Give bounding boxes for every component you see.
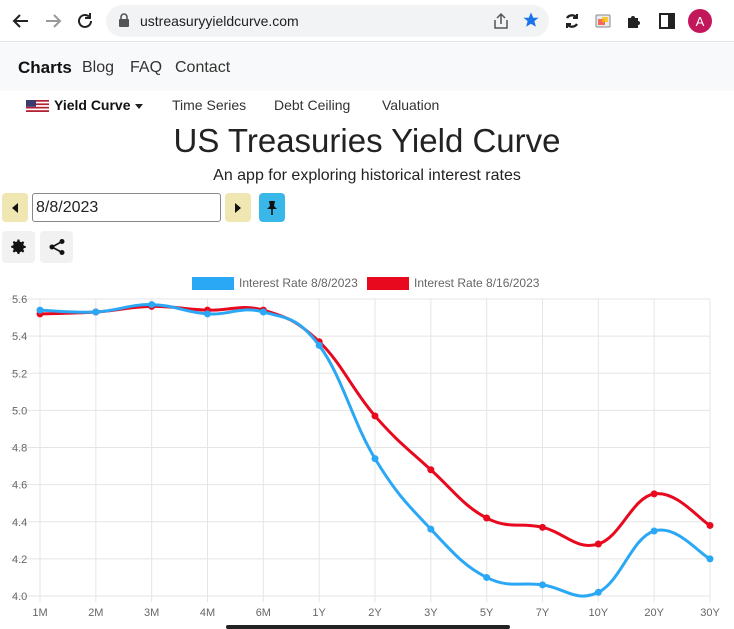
- y-tick-label: 4.2: [12, 554, 27, 566]
- x-tick-label: 4M: [200, 607, 215, 619]
- caret-right-icon: [235, 202, 241, 213]
- x-tick-label: 20Y: [644, 607, 664, 619]
- tab-valuation[interactable]: Valuation: [382, 97, 440, 113]
- share-button[interactable]: [40, 231, 73, 263]
- date-input[interactable]: [32, 193, 221, 222]
- horizontal-scrollbar[interactable]: [226, 625, 510, 629]
- x-tick-label: 3M: [144, 607, 159, 619]
- forward-icon[interactable]: [40, 8, 66, 34]
- y-tick-label: 4.0: [12, 591, 27, 603]
- y-tick-label: 5.0: [12, 405, 27, 417]
- next-date-button[interactable]: [225, 193, 251, 222]
- y-tick-label: 4.4: [12, 517, 27, 529]
- x-tick-label: 2M: [88, 607, 103, 619]
- profile-avatar[interactable]: A: [688, 9, 712, 33]
- us-flag-icon: [26, 99, 49, 112]
- data-point: [650, 490, 658, 498]
- gear-icon: [10, 239, 26, 255]
- site-navbar: Charts Blog FAQ Contact: [0, 43, 734, 91]
- y-tick-label: 4.8: [12, 443, 27, 455]
- page-subtitle: An app for exploring historical interest…: [213, 167, 521, 184]
- pin-icon: [267, 200, 277, 215]
- nav-link-faq[interactable]: FAQ: [130, 59, 163, 76]
- side-panel-icon[interactable]: [655, 9, 679, 33]
- data-point: [706, 521, 714, 529]
- reload-icon[interactable]: [72, 8, 98, 34]
- legend-label: Interest Rate 8/8/2023: [239, 276, 358, 290]
- tab-yield-curve-label: Yield Curve: [54, 97, 131, 113]
- y-tick-label: 4.6: [12, 480, 27, 492]
- x-tick-label: 1M: [32, 607, 47, 619]
- y-tick-label: 5.6: [12, 294, 27, 306]
- previous-date-button[interactable]: [2, 193, 28, 222]
- data-point: [594, 540, 602, 548]
- nav-link-blog[interactable]: Blog: [82, 59, 115, 76]
- data-point: [706, 555, 714, 563]
- y-tick-label: 5.2: [12, 368, 27, 380]
- nav-link-contact[interactable]: Contact: [175, 59, 231, 76]
- lock-icon[interactable]: [118, 13, 130, 33]
- data-point: [204, 310, 211, 318]
- yield-curve-chart[interactable]: 4.0 4.2 4.4 4.6 4.8 5.0 5.2 5.4 5.6 1M 2M 3M 4M 6M 1Y 2…: [0, 290, 734, 626]
- data-point: [483, 573, 491, 581]
- legend-swatch: [192, 276, 234, 290]
- address-bar[interactable]: ustreasuryyieldcurve.com: [106, 5, 549, 37]
- series-line-2: [39, 304, 711, 547]
- y-tick-label: 5.4: [12, 331, 27, 343]
- share-page-icon[interactable]: [492, 12, 510, 35]
- data-point: [483, 514, 491, 522]
- sync-extension-icon[interactable]: [560, 9, 584, 33]
- caret-left-icon: [12, 202, 18, 213]
- legend-label: Interest Rate 8/16/2023: [414, 276, 540, 290]
- data-point: [92, 308, 100, 316]
- data-point: [539, 581, 546, 589]
- x-tick-label: 7Y: [536, 607, 550, 619]
- data-point: [539, 523, 546, 531]
- data-point: [36, 306, 44, 314]
- x-tick-label: 5Y: [480, 607, 494, 619]
- tab-time-series[interactable]: Time Series: [172, 97, 247, 113]
- browser-toolbar: ustreasuryyieldcurve.com A: [0, 0, 734, 42]
- x-tick-label: 1Y: [312, 607, 326, 619]
- legend-swatch: [367, 276, 409, 290]
- x-tick-label: 6M: [256, 607, 271, 619]
- pin-button[interactable]: [259, 193, 285, 222]
- data-point: [371, 455, 379, 463]
- screenshot-extension-icon[interactable]: [591, 9, 615, 33]
- nav-brand-charts[interactable]: Charts: [18, 58, 72, 77]
- data-point: [259, 308, 267, 316]
- tab-debt-ceiling[interactable]: Debt Ceiling: [274, 97, 351, 113]
- x-tick-label: 30Y: [700, 607, 720, 619]
- extensions-puzzle-icon[interactable]: [622, 9, 646, 33]
- share-icon: [49, 239, 64, 255]
- data-point: [427, 525, 435, 533]
- data-point: [427, 466, 435, 474]
- x-tick-label: 3Y: [424, 607, 438, 619]
- page-title: US Treasuries Yield Curve: [173, 122, 561, 159]
- data-point: [371, 412, 379, 420]
- legend-item-series-1[interactable]: Interest Rate 8/8/2023: [192, 275, 358, 291]
- data-point: [148, 301, 156, 309]
- bookmark-star-icon[interactable]: [522, 11, 540, 34]
- settings-button[interactable]: [2, 231, 35, 263]
- legend-item-series-2[interactable]: Interest Rate 8/16/2023: [367, 275, 539, 291]
- chevron-down-icon: [134, 103, 143, 109]
- tab-yield-curve[interactable]: Yield Curve: [54, 97, 143, 113]
- url-text[interactable]: ustreasuryyieldcurve.com: [140, 13, 299, 29]
- data-point: [315, 341, 323, 349]
- back-icon[interactable]: [8, 8, 34, 34]
- x-tick-label: 10Y: [589, 607, 609, 619]
- data-point: [650, 527, 658, 535]
- data-point: [594, 588, 602, 596]
- x-tick-label: 2Y: [368, 607, 382, 619]
